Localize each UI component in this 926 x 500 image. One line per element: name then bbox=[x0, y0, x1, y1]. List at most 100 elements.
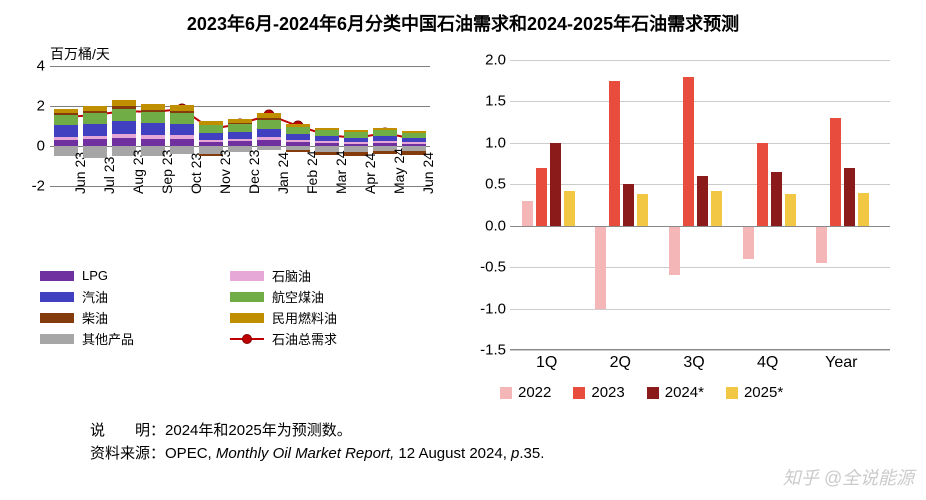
bar-seg-fuel bbox=[141, 104, 165, 110]
left-ytick: 0 bbox=[20, 138, 45, 155]
right-zero-axis bbox=[510, 226, 890, 227]
bar-seg-gasoline bbox=[373, 136, 397, 141]
bar-seg-naphtha bbox=[315, 141, 339, 143]
legend-label: 其他产品 bbox=[82, 329, 134, 348]
bar-seg-fuel bbox=[112, 100, 136, 106]
right-xtick: 2Q bbox=[610, 354, 631, 372]
legend-label: 石脑油 bbox=[272, 266, 311, 285]
bar-seg-lpg bbox=[141, 139, 165, 146]
bar-seg-jet bbox=[315, 130, 339, 136]
right-bar-2022 bbox=[669, 226, 680, 276]
right-xtick: 1Q bbox=[536, 354, 557, 372]
bar-seg-gasoline bbox=[286, 134, 310, 140]
right-xtick: 4Q bbox=[757, 354, 778, 372]
legend-swatch-gasoline bbox=[40, 292, 74, 302]
right-ytick: 2.0 bbox=[468, 52, 506, 69]
bar-seg-gasoline bbox=[402, 138, 426, 142]
right-bar-2023 bbox=[609, 81, 620, 226]
left-legend: LPG石脑油汽油航空煤油柴油民用燃料油其他产品石油总需求 bbox=[40, 266, 440, 350]
right-bar-2025* bbox=[637, 194, 648, 225]
bar-seg-gasoline bbox=[315, 136, 339, 141]
right-bar-2022 bbox=[743, 226, 754, 259]
bar-seg-jet bbox=[286, 127, 310, 134]
right-bar-2022 bbox=[595, 226, 606, 309]
right-ytick: -0.5 bbox=[468, 259, 506, 276]
legend-label: 柴油 bbox=[82, 308, 108, 327]
legend-item-naphtha: 石脑油 bbox=[230, 266, 420, 285]
right-legend-label: 2022 bbox=[518, 384, 551, 401]
bar-seg-fuel bbox=[373, 128, 397, 130]
right-ytick: 0.5 bbox=[468, 176, 506, 193]
bar-seg-lpg bbox=[112, 138, 136, 146]
footer: 说 明：2024年和2025年为预测数。 资料来源：OPEC, Monthly … bbox=[90, 420, 544, 465]
right-gridline bbox=[510, 101, 890, 102]
left-xtick: Apr 24 bbox=[362, 153, 378, 194]
bar-seg-fuel bbox=[83, 106, 107, 111]
right-ytick: 0.0 bbox=[468, 217, 506, 234]
right-legend-label: 2025* bbox=[744, 384, 783, 401]
right-gridline bbox=[510, 60, 890, 61]
bar-seg-lpg bbox=[170, 139, 194, 146]
right-bar-2022 bbox=[816, 226, 827, 263]
bar-seg-jet bbox=[344, 132, 368, 138]
bar-seg-gasoline bbox=[344, 138, 368, 142]
right-bar-2025* bbox=[564, 191, 575, 226]
legend-item-line: 石油总需求 bbox=[230, 329, 420, 348]
bar-seg-fuel bbox=[170, 105, 194, 111]
right-bar-2023 bbox=[536, 168, 547, 226]
bar-seg-jet bbox=[112, 109, 136, 121]
left-xtick: Mar 24 bbox=[333, 150, 349, 194]
left-xtick: Feb 24 bbox=[304, 150, 320, 194]
left-xtick: Oct 23 bbox=[188, 153, 204, 194]
legend-swatch-line bbox=[230, 332, 264, 346]
bar-seg-naphtha bbox=[257, 137, 281, 140]
bar-seg-diesel bbox=[228, 123, 252, 124]
left-xtick: Jul 23 bbox=[101, 157, 117, 194]
legend-item-gasoline: 汽油 bbox=[40, 287, 230, 306]
legend-item-lpg: LPG bbox=[40, 266, 230, 285]
left-ytick: 2 bbox=[20, 98, 45, 115]
right-ytick: 1.0 bbox=[468, 134, 506, 151]
bar-seg-lpg bbox=[83, 139, 107, 146]
right-gridline bbox=[510, 350, 890, 351]
right-legend-swatch bbox=[500, 387, 512, 399]
right-bar-2025* bbox=[785, 194, 796, 225]
source-label: 资料来源： bbox=[90, 445, 165, 462]
bar-seg-naphtha bbox=[141, 135, 165, 139]
source-pre: OPEC, bbox=[165, 445, 216, 462]
left-plot-area: -2024Jun 23Jul 23Aug 23Sep 23Oct 23Nov 2… bbox=[50, 66, 430, 186]
watermark: 知乎 @全说能源 bbox=[783, 464, 914, 490]
left-xtick: Aug 23 bbox=[130, 150, 146, 194]
bar-seg-gasoline bbox=[199, 133, 223, 140]
right-legend-swatch bbox=[647, 387, 659, 399]
bar-seg-other bbox=[257, 146, 281, 150]
bar-seg-naphtha bbox=[54, 137, 78, 140]
right-xtick: 3Q bbox=[683, 354, 704, 372]
left-ytick: 4 bbox=[20, 58, 45, 75]
legend-item-diesel: 柴油 bbox=[40, 308, 230, 327]
legend-swatch-other bbox=[40, 334, 74, 344]
bar-seg-jet bbox=[83, 113, 107, 124]
bar-seg-jet bbox=[199, 125, 223, 133]
legend-item-jet: 航空煤油 bbox=[230, 287, 420, 306]
bar-seg-naphtha bbox=[402, 142, 426, 144]
bar-seg-diesel bbox=[170, 111, 194, 113]
left-ytick: -2 bbox=[20, 178, 45, 195]
left-xtick: Jan 24 bbox=[275, 152, 291, 194]
right-bar-2024* bbox=[697, 176, 708, 226]
page-title: 2023年6月-2024年6月分类中国石油需求和2024-2025年石油需求预测 bbox=[0, 0, 926, 40]
bar-seg-naphtha bbox=[83, 136, 107, 139]
bar-seg-naphtha bbox=[199, 140, 223, 142]
bar-seg-naphtha bbox=[170, 135, 194, 139]
right-bar-2023 bbox=[757, 143, 768, 226]
right-plot-area: -1.5-1.0-0.50.00.51.01.52.01Q2Q3Q4QYear bbox=[510, 60, 890, 350]
right-bar-2024* bbox=[844, 168, 855, 226]
bar-seg-naphtha bbox=[286, 140, 310, 142]
legend-swatch-diesel bbox=[40, 313, 74, 323]
legend-label: 汽油 bbox=[82, 287, 108, 306]
right-legend-swatch bbox=[573, 387, 585, 399]
left-xtick: Nov 23 bbox=[217, 150, 233, 194]
legend-item-other: 其他产品 bbox=[40, 329, 230, 348]
bar-seg-fuel bbox=[257, 113, 281, 118]
right-legend-item-2024*: 2024* bbox=[647, 384, 704, 401]
